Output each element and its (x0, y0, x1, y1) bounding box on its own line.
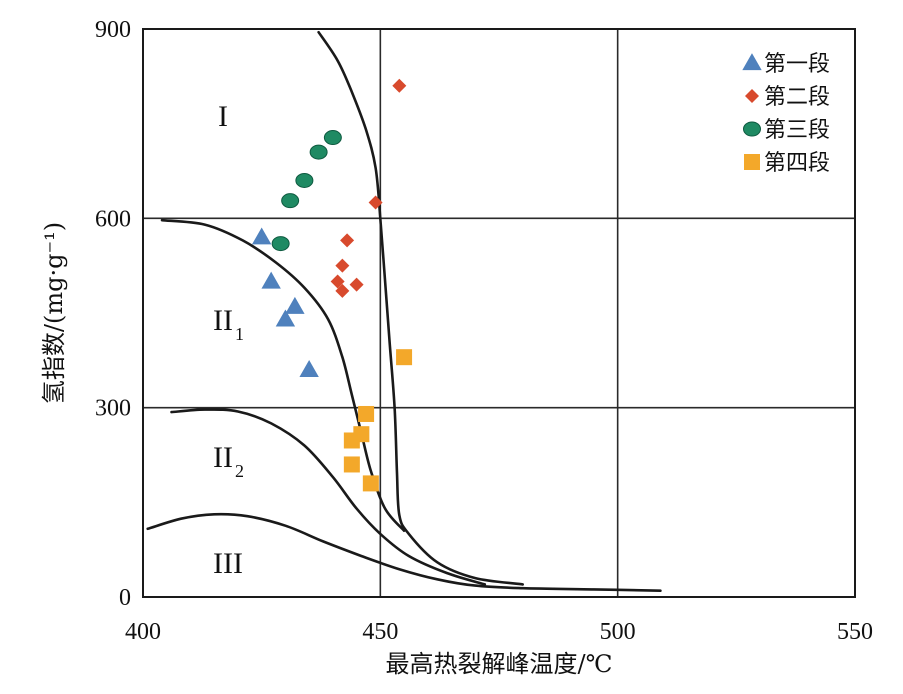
region-label-subscript: 1 (235, 324, 244, 344)
data-point-series-4 (396, 349, 413, 366)
data-point-series-2 (340, 233, 355, 248)
data-point-series-4 (343, 432, 360, 449)
data-points (251, 78, 413, 492)
data-point-series-3 (271, 236, 290, 252)
data-point-series-4 (362, 475, 379, 492)
legend-marker (745, 89, 759, 103)
data-point-series-1 (299, 359, 319, 377)
data-point-series-4 (343, 456, 360, 473)
data-point-series-2 (335, 283, 350, 298)
legend-marker (744, 154, 760, 170)
boundary-curve (317, 30, 524, 586)
legend-marker (742, 53, 762, 71)
x-tick-label: 450 (362, 619, 398, 645)
boundary-curve (146, 512, 662, 592)
x-axis-title: 最高热裂解峰温度/℃ (386, 650, 613, 678)
boundary-curve (170, 408, 487, 586)
data-point-series-3 (323, 130, 342, 146)
data-point-series-2 (368, 195, 383, 210)
y-tick-label: 900 (95, 17, 131, 43)
plot-frame (142, 28, 856, 598)
region-label-subscript: 2 (235, 461, 244, 481)
y-tick-label: 0 (119, 585, 131, 611)
x-tick-label: 550 (837, 619, 873, 645)
legend-label: 第一段 (764, 52, 830, 77)
y-tick-label: 600 (95, 206, 131, 232)
data-point-series-1 (275, 309, 296, 327)
data-point-series-2 (335, 258, 350, 273)
y-tick-label: 300 (95, 396, 131, 422)
x-tick-label: 500 (600, 619, 636, 645)
boundary-curves (146, 30, 662, 592)
region-label: I (218, 100, 228, 133)
legend-label: 第二段 (764, 85, 830, 110)
region-label: III (213, 547, 243, 580)
region-label: II (213, 441, 233, 474)
data-point-series-1 (285, 296, 305, 314)
data-point-series-3 (309, 144, 328, 160)
region-label: II (213, 304, 233, 337)
y-axis-title: 氢指数/(mg·g⁻¹) (40, 222, 68, 404)
data-point-series-4 (358, 405, 375, 422)
legend-marker (743, 121, 761, 137)
data-point-series-2 (330, 274, 345, 289)
boundary-curve (160, 218, 406, 532)
data-point-series-1 (261, 271, 281, 289)
data-point-series-3 (281, 193, 300, 209)
x-tick-label: 400 (125, 619, 161, 645)
data-point-series-2 (349, 277, 364, 292)
tick-labels: 400 450 500 550 0 300 600 900 (95, 17, 873, 645)
data-point-series-1 (251, 227, 272, 245)
grid (143, 29, 855, 597)
legend-label: 第四段 (764, 151, 830, 176)
data-point-series-3 (295, 172, 314, 188)
data-point-series-2 (392, 78, 407, 93)
legend-label: 第三段 (764, 118, 830, 143)
